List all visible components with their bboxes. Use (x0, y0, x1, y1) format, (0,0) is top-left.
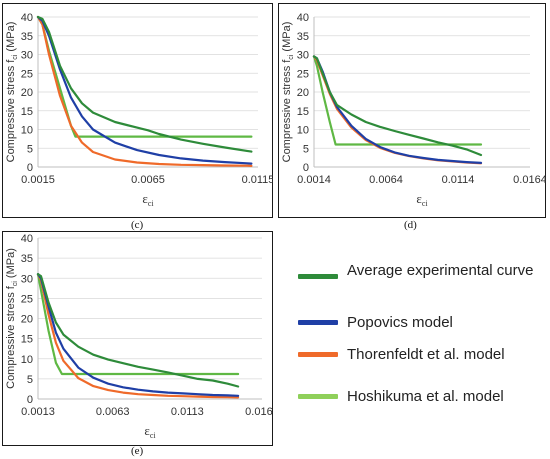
series-line-hoshikuma-et-al-model (36, 273, 240, 376)
y-tick-label: 30 (21, 50, 33, 62)
x-tick-label: 0.0113 (171, 406, 204, 418)
series-line-average-experimental-curve (312, 55, 483, 157)
y-tick-label: 5 (27, 143, 33, 155)
y-tick-label: 35 (21, 31, 33, 43)
legend-item-hoshikuma: Hoshikuma et al. model (292, 386, 542, 426)
legend-swatch-thorenfeldt (298, 352, 338, 357)
y-tick-label: 40 (297, 12, 309, 24)
y-tick-label: 20 (21, 87, 33, 99)
y-tick-label: 35 (21, 253, 33, 265)
x-tick-label: 0.0163 (245, 406, 273, 418)
x-tick-label: 0.0065 (131, 174, 165, 186)
y-tick-label: 0 (27, 162, 33, 174)
y-tick-label: 25 (21, 68, 33, 80)
y-tick-label: 10 (297, 125, 309, 137)
x-tick-label: 0.0115 (242, 174, 273, 186)
legend-label-average-experimental: Average experimental curve (347, 262, 534, 279)
legend-label-popovics: Popovics model (347, 314, 453, 331)
y-axis-title: Compressive stress fci (MPa) (281, 22, 295, 163)
y-tick-label: 15 (21, 106, 33, 118)
y-tick-label: 40 (21, 233, 33, 245)
x-tick-label: 0.0114 (442, 174, 475, 186)
legend-label-hoshikuma: Hoshikuma et al. model (347, 388, 504, 405)
y-tick-label: 10 (21, 125, 33, 137)
x-axis-title: εci (144, 423, 156, 440)
panel-label-e: (e) (131, 445, 144, 457)
y-tick-label: 35 (297, 31, 309, 43)
legend: Average experimental curve Popovics mode… (292, 252, 542, 422)
y-tick-label: 5 (27, 374, 33, 386)
panel-label-c: (c) (131, 219, 144, 231)
legend-item-thorenfeldt: Thorenfeldt et al. model (292, 344, 542, 384)
panel-label-d: (d) (404, 219, 417, 231)
x-tick-label: 0.0015 (21, 174, 55, 186)
x-tick-label: 0.0014 (297, 174, 331, 186)
x-axis-title: εci (142, 191, 154, 208)
y-tick-label: 20 (21, 314, 33, 326)
chart-panel-d: 0 5 10 15 20 25 30 35 40 0.0014 0.0064 0.0114 0.0164… (281, 12, 546, 208)
legend-swatch-popovics (298, 320, 338, 325)
x-tick-label: 0.0164 (513, 174, 546, 186)
series-line-thorenfeldt-et-al-model (36, 273, 240, 399)
x-tick-label: 0.0013 (21, 406, 55, 418)
chart-panel-c: 0 5 10 15 20 25 30 35 40 0.0015 0.0065 0.0115 εci Com… (5, 12, 273, 208)
y-tick-label: 40 (21, 12, 33, 24)
y-tick-label: 5 (303, 143, 309, 155)
y-tick-label: 15 (297, 106, 309, 118)
series-line-average-experimental-curve (36, 273, 240, 388)
legend-swatch-average-experimental (298, 274, 338, 279)
legend-item-average-experimental: Average experimental curve (292, 260, 542, 300)
y-tick-label: 20 (297, 87, 309, 99)
series-line-thorenfeldt-et-al-model (36, 15, 253, 167)
x-tick-label: 0.0064 (369, 174, 403, 186)
legend-item-popovics: Popovics model (292, 312, 542, 352)
series-line-hoshikuma-et-al-model (312, 55, 483, 146)
x-axis-title: εci (416, 191, 428, 208)
y-tick-label: 10 (21, 354, 33, 366)
y-axis-title: Compressive stress fci (MPa) (5, 248, 19, 389)
y-tick-label: 30 (297, 50, 309, 62)
legend-swatch-hoshikuma (298, 394, 338, 399)
x-tick-label: 0.0063 (96, 406, 130, 418)
y-tick-label: 15 (21, 334, 33, 346)
chart-panel-e: 0 5 10 15 20 25 30 35 40 0.0013 0.0063 0.0113 0.0163… (5, 233, 273, 440)
y-tick-label: 0 (303, 162, 309, 174)
series-line-average-experimental-curve (36, 15, 253, 153)
y-tick-label: 25 (21, 293, 33, 305)
y-tick-label: 25 (297, 68, 309, 80)
y-tick-label: 30 (21, 273, 33, 285)
series-line-hoshikuma-et-al-model (36, 15, 253, 138)
y-tick-label: 0 (27, 394, 33, 406)
series-line-popovics-model (36, 15, 253, 165)
legend-label-thorenfeldt: Thorenfeldt et al. model (347, 346, 505, 363)
y-axis-title: Compressive stress fci (MPa) (5, 22, 19, 163)
series-line-popovics-model (36, 273, 240, 397)
